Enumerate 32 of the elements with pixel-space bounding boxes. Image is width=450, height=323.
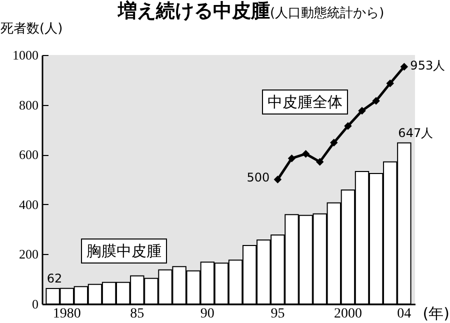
chart-subtitle: (人口動態統計から) xyxy=(270,6,384,21)
y-tick-label: 800 xyxy=(19,97,38,112)
x-tick-label: 04 xyxy=(397,306,412,322)
data-label: 500 xyxy=(246,170,270,184)
x-axis-title: (年) xyxy=(422,304,450,322)
y-tick-label: 400 xyxy=(19,196,38,212)
x-tick-label: 90 xyxy=(200,306,214,322)
point xyxy=(372,96,380,105)
y-tick-label: 1000 xyxy=(12,48,38,62)
data-label: 647人 xyxy=(398,126,434,140)
data-label: 953人 xyxy=(410,58,446,73)
x-tick-label: 85 xyxy=(130,306,144,322)
series-label: 中皮腫全体 xyxy=(268,93,342,111)
point xyxy=(330,138,338,147)
y-tick-label: 0 xyxy=(32,296,38,312)
chart-title: 増え続ける中皮腫 xyxy=(118,0,270,22)
x-tick-label: 95 xyxy=(270,306,285,322)
series-label: 胸膜中皮腫 xyxy=(86,242,162,260)
point xyxy=(302,150,310,158)
y-axis-title: 死者数(人) xyxy=(0,22,63,36)
point xyxy=(316,158,324,166)
y-tick-label: 200 xyxy=(19,246,38,262)
point xyxy=(288,154,296,162)
point xyxy=(344,122,352,130)
x-tick-label: 1980 xyxy=(52,306,81,322)
y-tick-label: 600 xyxy=(19,147,38,162)
point xyxy=(358,106,366,115)
x-tick-label: 2000 xyxy=(334,306,362,322)
point xyxy=(386,80,394,88)
point xyxy=(274,176,282,184)
data-label: 62 xyxy=(46,272,62,286)
point xyxy=(400,62,408,71)
